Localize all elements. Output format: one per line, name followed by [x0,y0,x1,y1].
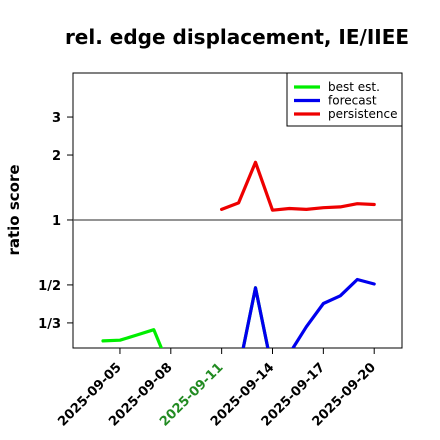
legend-label: persistence [328,107,397,121]
plot-frame [72,72,403,349]
y-tick-label: 3 [52,111,61,126]
y-tick-label: 1 [52,214,61,229]
series-line-best-est [241,286,270,348]
series-line-persistence [220,160,376,212]
y-axis-label: ratio score [5,164,23,255]
series-line-best-est [101,328,164,348]
legend-label: forecast [328,94,377,108]
series-line-forecast [241,277,376,348]
legend-label: best est. [328,80,380,94]
chart-title: rel. edge displacement, IE/IIEE [65,25,409,49]
y-tick-label: 1/3 [38,317,61,332]
y-tick-label: 1/2 [38,279,61,294]
y-tick-label: 2 [52,149,61,164]
